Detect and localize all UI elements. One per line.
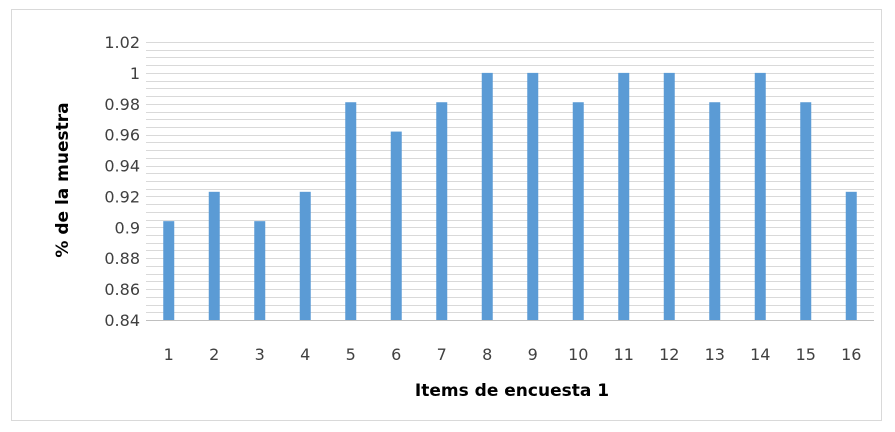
y-tick-label: 0.96 — [104, 126, 140, 145]
y-axis-title: % de la muestra — [53, 102, 73, 257]
gridlines — [146, 42, 874, 321]
bar-item-4 — [299, 191, 311, 320]
x-tick-label: 5 — [346, 345, 356, 364]
x-tick-label: 7 — [437, 345, 447, 364]
x-tick-label: 6 — [391, 345, 401, 364]
bar-item-14 — [754, 72, 766, 320]
x-tick-label: 15 — [796, 345, 816, 364]
x-tick-label: 3 — [255, 345, 265, 364]
x-tick-label: 12 — [659, 345, 679, 364]
bar-item-7 — [436, 102, 448, 320]
y-tick-label: 1.02 — [104, 33, 140, 52]
bar-item-2 — [208, 191, 220, 320]
bar-item-3 — [254, 221, 266, 320]
x-tick-labels: 1 2 3 4 5 6 7 8 9 10 11 12 13 14 15 16 — [164, 345, 862, 364]
x-tick-label: 13 — [705, 345, 725, 364]
bar-item-10 — [572, 102, 584, 320]
bars — [163, 72, 857, 320]
x-tick-label: 2 — [209, 345, 219, 364]
bar-item-5 — [345, 102, 357, 320]
bar-item-11 — [618, 72, 630, 320]
bar-item-12 — [663, 72, 675, 320]
x-tick-label: 8 — [482, 345, 492, 364]
y-tick-label: 0.92 — [104, 187, 140, 206]
y-tick-labels: 0.84 0.86 0.88 0.9 0.92 0.94 0.96 0.98 1 1.02 — [104, 33, 140, 330]
bar-item-16 — [845, 191, 857, 320]
y-tick-label: 0.94 — [104, 157, 140, 176]
x-axis-title: Items de encuesta 1 — [415, 381, 609, 401]
bar-item-9 — [527, 72, 539, 320]
bar-item-6 — [390, 131, 402, 320]
x-tick-label: 16 — [841, 345, 861, 364]
x-tick-label: 10 — [568, 345, 588, 364]
x-tick-label: 11 — [614, 345, 634, 364]
bar-item-15 — [800, 102, 812, 320]
y-tick-label: 0.98 — [104, 95, 140, 114]
x-tick-label: 1 — [164, 345, 174, 364]
y-tick-label: 1 — [130, 64, 140, 83]
x-tick-label: 4 — [300, 345, 310, 364]
x-tick-label: 14 — [750, 345, 770, 364]
bar-item-1 — [163, 221, 175, 320]
x-tick-label: 9 — [528, 345, 538, 364]
y-tick-label: 0.9 — [115, 218, 140, 237]
y-tick-label: 0.84 — [104, 311, 140, 330]
bar-item-8 — [481, 72, 493, 320]
bar-item-13 — [709, 102, 721, 320]
y-tick-label: 0.88 — [104, 249, 140, 268]
y-tick-label: 0.86 — [104, 280, 140, 299]
